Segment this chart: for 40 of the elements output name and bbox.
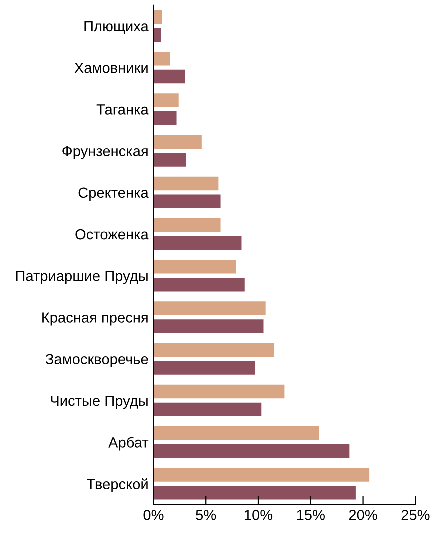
bar bbox=[154, 278, 245, 292]
y-tick-label: Хамовники bbox=[74, 63, 148, 74]
x-tick-label: 10% bbox=[245, 510, 273, 520]
bar bbox=[154, 176, 219, 191]
bar bbox=[154, 260, 236, 274]
bar bbox=[154, 111, 177, 126]
y-tick-label: Патриаршие Пруды bbox=[16, 271, 148, 284]
y-tick-label: Сректенка bbox=[78, 188, 149, 201]
y-tick-label: Фрунзенская bbox=[62, 146, 148, 160]
x-tick-label: 0% bbox=[144, 510, 164, 520]
y-tick-label: Таганка bbox=[96, 104, 149, 115]
bar bbox=[154, 343, 274, 358]
bar bbox=[154, 361, 256, 375]
bar bbox=[154, 384, 285, 399]
y-tick-label: Тверской bbox=[87, 478, 148, 492]
x-tick-label: 20% bbox=[349, 510, 378, 520]
x-tick-label: 15% bbox=[297, 510, 325, 520]
bar bbox=[154, 236, 242, 250]
bar bbox=[154, 402, 262, 417]
y-tick-label: Замоскворечье bbox=[46, 354, 148, 368]
bar bbox=[154, 70, 186, 84]
y-tick-label: Плющиха bbox=[84, 21, 149, 34]
bar bbox=[154, 194, 221, 208]
bar bbox=[154, 153, 186, 167]
x-tick-label: 5% bbox=[196, 510, 216, 520]
y-tick-label: Арбат bbox=[108, 437, 149, 451]
y-tick-label: Чистые Пруды bbox=[51, 396, 148, 410]
bar bbox=[154, 94, 179, 108]
bar bbox=[154, 52, 170, 66]
bar bbox=[154, 135, 202, 149]
y-tick-label: Остоженка bbox=[76, 229, 149, 240]
bar bbox=[154, 486, 356, 500]
bar bbox=[154, 444, 350, 458]
y-tick-label: Красная пресня bbox=[42, 312, 148, 326]
x-tick-label: 25% bbox=[402, 510, 430, 520]
bar bbox=[154, 218, 221, 232]
bar bbox=[154, 302, 266, 316]
bar bbox=[154, 426, 320, 440]
bar bbox=[154, 468, 370, 482]
bar bbox=[154, 320, 264, 334]
